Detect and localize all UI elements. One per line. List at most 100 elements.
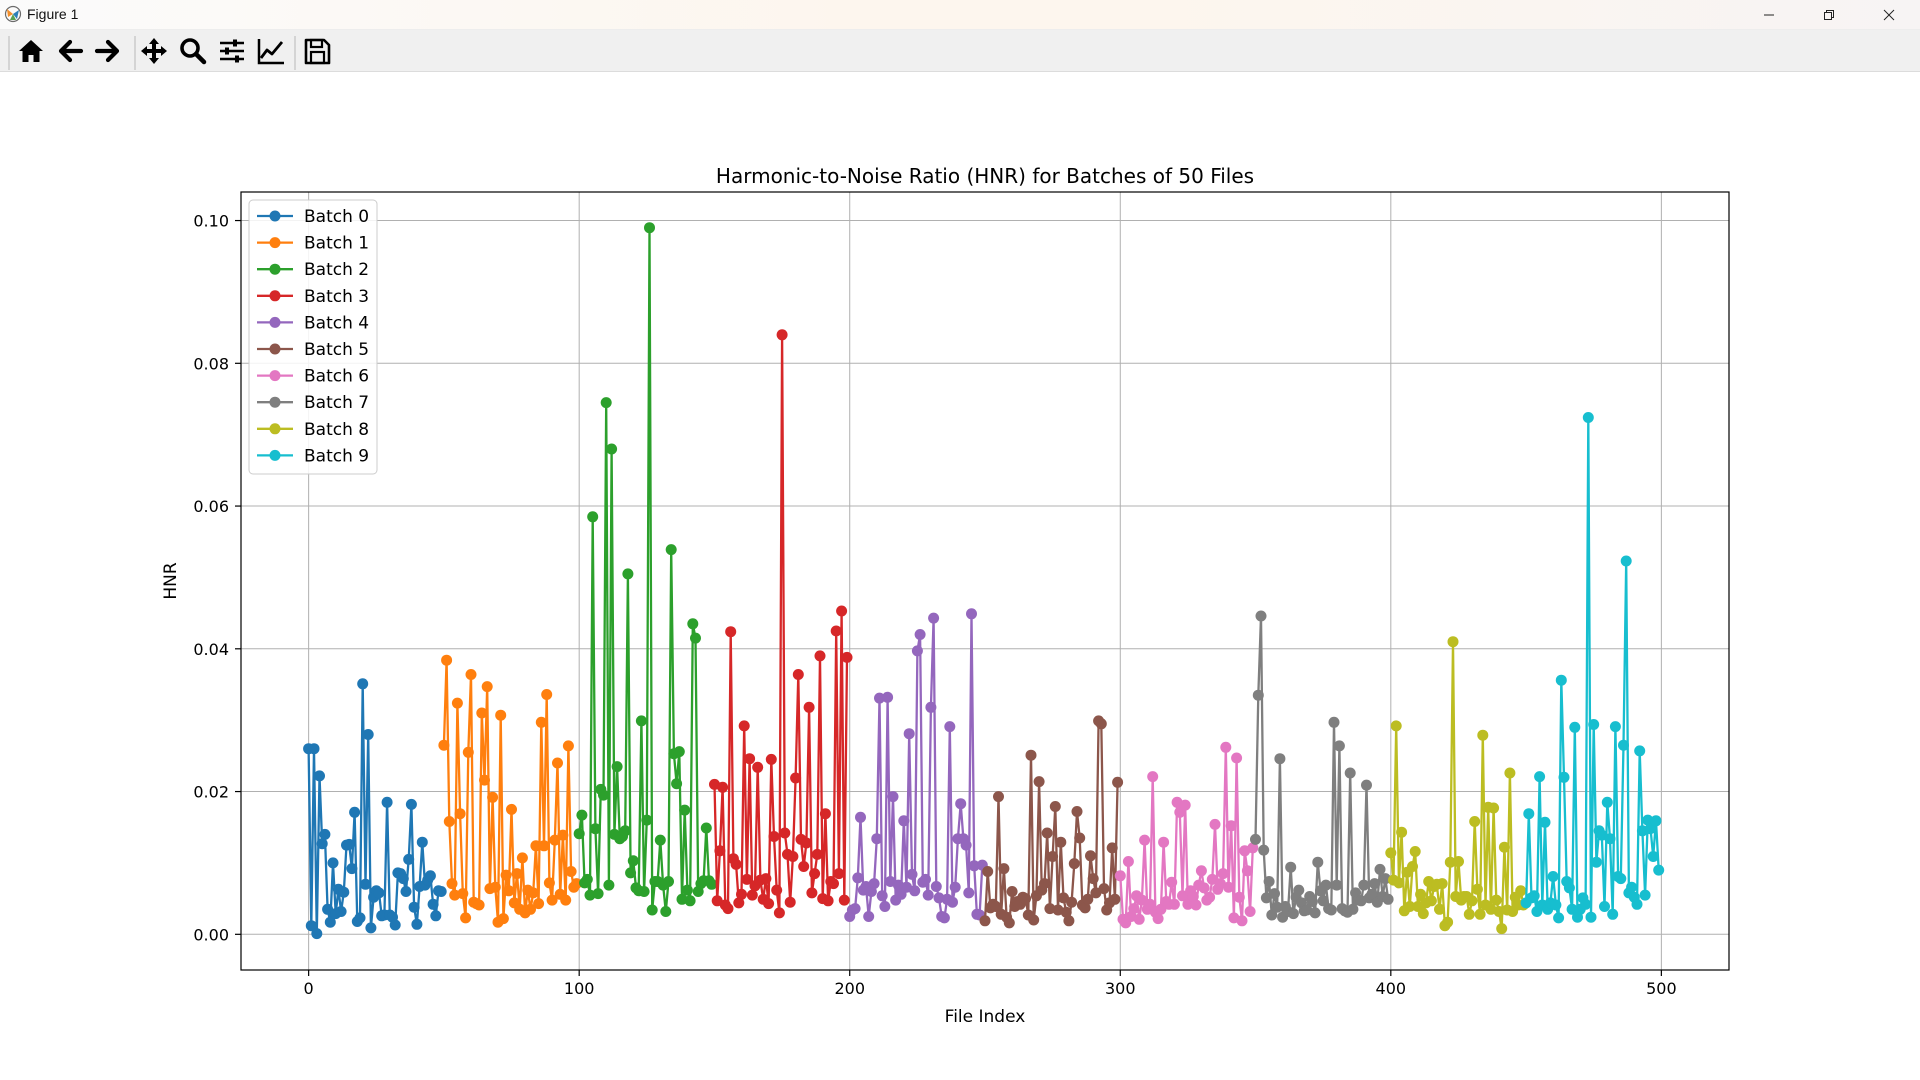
legend-marker — [269, 343, 281, 355]
data-point — [1333, 740, 1345, 752]
data-point — [603, 879, 615, 891]
legend-label: Batch 5 — [304, 340, 369, 360]
data-point — [1041, 827, 1053, 839]
save-button[interactable] — [300, 34, 334, 68]
close-button[interactable] — [1866, 0, 1912, 29]
data-point — [1182, 898, 1194, 910]
home-icon — [19, 40, 43, 62]
data-point — [1534, 771, 1546, 783]
pan-button[interactable] — [137, 34, 171, 68]
data-point — [911, 645, 923, 657]
data-point — [1263, 876, 1275, 887]
data-point — [403, 853, 415, 865]
data-point — [1258, 844, 1270, 856]
data-point — [443, 816, 455, 827]
series-batch-3 — [709, 329, 853, 919]
data-point — [495, 709, 507, 721]
data-point — [373, 887, 385, 899]
data-point — [1274, 753, 1286, 765]
data-point — [654, 834, 666, 846]
data-point — [955, 798, 967, 810]
data-point — [1434, 903, 1445, 915]
data-point — [1645, 823, 1656, 835]
data-point — [1555, 674, 1567, 686]
data-point — [511, 868, 523, 880]
data-point — [381, 796, 393, 808]
data-point — [1442, 916, 1454, 928]
data-point — [1312, 856, 1324, 868]
data-point — [1158, 836, 1170, 848]
data-point — [833, 868, 845, 880]
data-point — [671, 778, 683, 790]
edit-axis-button[interactable] — [254, 34, 288, 68]
data-point — [811, 848, 823, 860]
data-point — [1477, 729, 1489, 741]
subplots-button[interactable] — [215, 34, 249, 68]
data-point — [549, 834, 561, 846]
data-point — [1417, 908, 1429, 920]
data-point — [1528, 890, 1540, 902]
series-line — [1119, 746, 1254, 925]
data-point — [1128, 903, 1140, 915]
data-point — [1071, 806, 1083, 817]
data-point — [687, 618, 699, 630]
data-point — [357, 678, 369, 690]
minimize-button[interactable] — [1746, 0, 1792, 29]
data-point — [435, 886, 447, 897]
data-point — [1217, 868, 1229, 880]
axes-frame — [240, 191, 1730, 971]
data-point — [646, 904, 658, 916]
data-point — [979, 915, 991, 927]
zoom-button[interactable] — [176, 34, 210, 68]
data-point — [462, 746, 474, 758]
data-point — [581, 873, 593, 885]
data-point — [1396, 826, 1408, 838]
data-point — [1190, 899, 1202, 911]
data-point — [898, 815, 910, 827]
data-point — [819, 808, 831, 820]
home-button[interactable] — [14, 34, 48, 68]
data-point — [1231, 752, 1243, 764]
forward-button[interactable] — [91, 34, 125, 68]
data-point — [930, 881, 942, 892]
data-point — [1085, 850, 1096, 862]
series-batch-5 — [979, 715, 1124, 929]
data-point — [479, 774, 490, 786]
figure-canvas[interactable]: 0 100 200 300 400 500 0.00 0.02 0.04 0.06 0.08 0.10… — [0, 72, 1920, 1080]
data-point — [1553, 912, 1565, 924]
data-point — [1493, 906, 1505, 917]
data-point — [806, 887, 818, 899]
navigation-toolbar — [0, 30, 1920, 72]
data-point — [606, 443, 618, 455]
data-point — [576, 809, 588, 821]
data-point — [322, 903, 334, 915]
legend-item: Batch 7 — [257, 393, 369, 413]
data-point — [1490, 894, 1502, 906]
data-point — [324, 916, 336, 928]
data-point — [1347, 903, 1359, 915]
restore-button[interactable] — [1806, 0, 1852, 29]
data-point — [792, 669, 804, 680]
data-point — [571, 878, 582, 890]
back-button[interactable] — [53, 34, 87, 68]
data-point — [1618, 739, 1629, 751]
data-point — [527, 887, 539, 899]
data-point — [1615, 873, 1627, 885]
save-icon — [304, 38, 331, 65]
data-point — [1255, 610, 1267, 622]
restore-icon — [1824, 9, 1834, 20]
data-point — [1223, 881, 1234, 893]
pan-icon — [141, 38, 167, 64]
data-point — [319, 828, 331, 840]
data-point — [1515, 885, 1527, 897]
data-point — [901, 881, 912, 893]
series-batch-6 — [1114, 741, 1259, 929]
data-point — [852, 872, 864, 884]
data-point — [990, 901, 1002, 912]
data-point — [752, 761, 764, 773]
data-point — [1569, 721, 1581, 733]
series-line — [1524, 416, 1660, 920]
data-point — [338, 886, 350, 898]
data-point — [1060, 906, 1072, 918]
legend-item: Batch 6 — [257, 367, 369, 387]
